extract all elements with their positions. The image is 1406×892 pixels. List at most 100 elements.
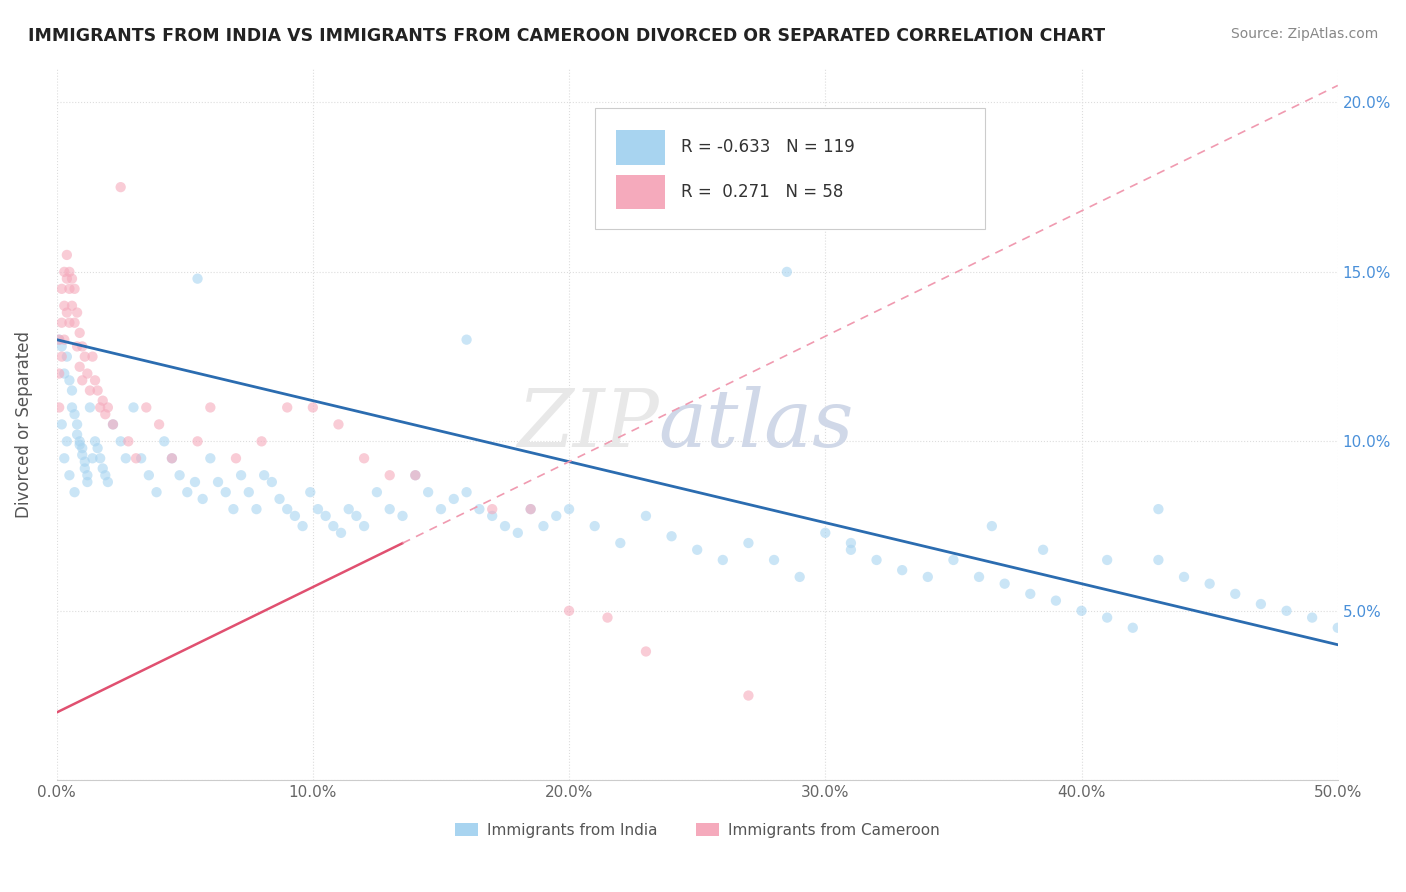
Point bbox=[1301, 610, 1323, 624]
Point bbox=[737, 536, 759, 550]
Point bbox=[56, 350, 79, 364]
Point bbox=[583, 519, 606, 533]
Point bbox=[66, 427, 89, 442]
Point bbox=[315, 508, 337, 523]
Point bbox=[48, 401, 70, 415]
Point bbox=[917, 570, 939, 584]
Point bbox=[245, 502, 267, 516]
Point bbox=[366, 485, 388, 500]
Point bbox=[86, 441, 108, 455]
Point bbox=[76, 468, 98, 483]
Point bbox=[84, 434, 107, 449]
Point bbox=[94, 468, 117, 483]
Point bbox=[994, 576, 1017, 591]
Point bbox=[865, 553, 887, 567]
Point bbox=[789, 570, 811, 584]
Point bbox=[53, 367, 76, 381]
Point bbox=[86, 384, 108, 398]
Point bbox=[135, 401, 157, 415]
Point bbox=[58, 468, 80, 483]
Point bbox=[66, 339, 89, 353]
Point bbox=[58, 373, 80, 387]
Point bbox=[51, 417, 73, 432]
Point bbox=[138, 468, 160, 483]
Point bbox=[302, 401, 325, 415]
Point bbox=[53, 265, 76, 279]
FancyBboxPatch shape bbox=[595, 108, 986, 228]
Point bbox=[1122, 621, 1144, 635]
Point bbox=[48, 333, 70, 347]
Point bbox=[468, 502, 491, 516]
Point bbox=[79, 384, 101, 398]
Point bbox=[1173, 570, 1195, 584]
Point bbox=[222, 502, 245, 516]
Point bbox=[91, 461, 114, 475]
Point bbox=[253, 468, 276, 483]
Point bbox=[1326, 621, 1348, 635]
Point bbox=[225, 451, 247, 466]
Point bbox=[1070, 604, 1092, 618]
Point bbox=[91, 393, 114, 408]
Point bbox=[66, 417, 89, 432]
Point bbox=[69, 359, 91, 374]
Point bbox=[73, 350, 96, 364]
Point bbox=[53, 333, 76, 347]
Point bbox=[101, 417, 124, 432]
Point bbox=[763, 553, 786, 567]
Point bbox=[378, 468, 401, 483]
Point bbox=[53, 299, 76, 313]
Point bbox=[839, 536, 862, 550]
Point bbox=[1147, 502, 1170, 516]
Point bbox=[519, 502, 541, 516]
Point bbox=[661, 529, 683, 543]
Point bbox=[443, 491, 465, 506]
Point bbox=[145, 485, 167, 500]
Point bbox=[79, 401, 101, 415]
Text: atlas: atlas bbox=[659, 385, 853, 463]
Point bbox=[322, 519, 344, 533]
Point bbox=[229, 468, 252, 483]
Point bbox=[291, 519, 314, 533]
Point bbox=[89, 401, 111, 415]
Point bbox=[1045, 593, 1067, 607]
Point bbox=[737, 689, 759, 703]
Point bbox=[391, 508, 413, 523]
Point bbox=[814, 525, 837, 540]
Point bbox=[110, 180, 132, 194]
Point bbox=[58, 316, 80, 330]
Point bbox=[63, 316, 86, 330]
Point bbox=[353, 519, 375, 533]
Point bbox=[891, 563, 914, 577]
Point bbox=[546, 508, 568, 523]
Point bbox=[184, 475, 207, 489]
Point bbox=[58, 282, 80, 296]
Point bbox=[97, 401, 120, 415]
Point bbox=[711, 553, 734, 567]
Point bbox=[60, 401, 83, 415]
Point bbox=[207, 475, 229, 489]
Point bbox=[609, 536, 631, 550]
Point bbox=[148, 417, 170, 432]
Point bbox=[330, 525, 353, 540]
Point bbox=[70, 448, 93, 462]
Point bbox=[97, 475, 120, 489]
Point bbox=[82, 451, 104, 466]
Point bbox=[66, 305, 89, 319]
Point bbox=[200, 401, 222, 415]
Point bbox=[53, 451, 76, 466]
Point bbox=[60, 271, 83, 285]
Point bbox=[519, 502, 541, 516]
Point bbox=[494, 519, 516, 533]
Point bbox=[176, 485, 198, 500]
Point bbox=[125, 451, 148, 466]
Point bbox=[76, 475, 98, 489]
Point bbox=[1250, 597, 1272, 611]
Point bbox=[1275, 604, 1298, 618]
Point bbox=[94, 407, 117, 421]
Point bbox=[160, 451, 183, 466]
Point bbox=[56, 305, 79, 319]
Point bbox=[51, 339, 73, 353]
Point bbox=[596, 610, 619, 624]
Point bbox=[1019, 587, 1042, 601]
Point bbox=[51, 316, 73, 330]
